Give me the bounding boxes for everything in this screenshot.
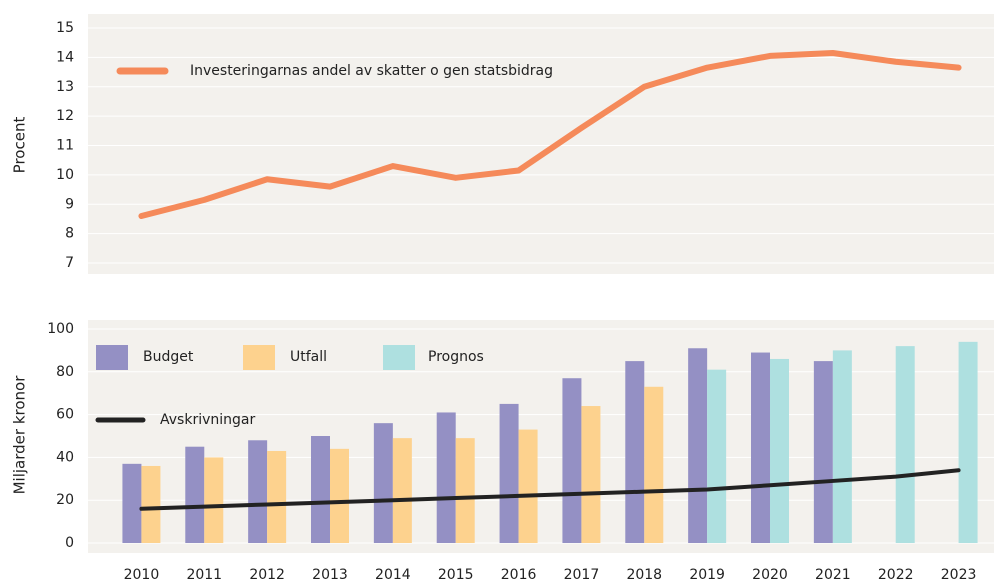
bar bbox=[625, 361, 645, 543]
plot-area bbox=[88, 14, 994, 274]
bar bbox=[644, 386, 664, 543]
bar bbox=[895, 346, 915, 543]
bar bbox=[122, 463, 142, 543]
plot-area bbox=[88, 320, 994, 553]
x-tick-label: 2014 bbox=[375, 567, 411, 583]
x-tick-label: 2022 bbox=[878, 567, 914, 583]
x-tick-label: 2013 bbox=[312, 567, 348, 583]
bar bbox=[141, 465, 161, 543]
bar bbox=[392, 438, 412, 543]
legend-label: Utfall bbox=[290, 349, 327, 365]
x-tick-label: 2020 bbox=[752, 567, 788, 583]
bar bbox=[499, 403, 519, 543]
bar bbox=[185, 446, 205, 543]
y-axis-label: Procent bbox=[11, 117, 29, 174]
bar bbox=[436, 412, 456, 543]
y-tick-label: 40 bbox=[56, 449, 74, 465]
bar bbox=[267, 450, 287, 543]
bar bbox=[248, 440, 268, 543]
x-tick-label: 2011 bbox=[186, 567, 222, 583]
y-tick-label: 15 bbox=[56, 20, 74, 36]
y-tick-label: 80 bbox=[56, 364, 74, 380]
x-tick-label: 2017 bbox=[564, 567, 600, 583]
x-tick-label: 2015 bbox=[438, 567, 474, 583]
bar bbox=[770, 358, 789, 543]
legend-swatch bbox=[243, 345, 275, 370]
x-tick-label: 2019 bbox=[689, 567, 725, 583]
bar bbox=[455, 438, 475, 543]
y-tick-label: 0 bbox=[65, 535, 74, 551]
y-tick-label: 13 bbox=[56, 79, 74, 95]
y-tick-label: 11 bbox=[56, 138, 74, 154]
bar bbox=[751, 352, 770, 543]
bar bbox=[330, 448, 349, 543]
y-axis-label: Miljarder kronor bbox=[11, 375, 29, 495]
y-tick-label: 7 bbox=[65, 255, 74, 271]
line bbox=[139, 468, 961, 511]
y-tick-label: 20 bbox=[56, 492, 74, 508]
x-tick-label: 2010 bbox=[124, 567, 160, 583]
legend-swatch bbox=[383, 345, 415, 370]
legend-label: Avskrivningar bbox=[160, 412, 255, 428]
legend-label: Prognos bbox=[428, 349, 484, 365]
x-tick-label: 2023 bbox=[941, 567, 977, 583]
legend-label: Investeringarnas andel av skatter o gen … bbox=[190, 63, 553, 79]
x-tick-label: 2012 bbox=[249, 567, 285, 583]
bar bbox=[707, 369, 727, 543]
y-tick-label: 12 bbox=[56, 108, 74, 124]
bar bbox=[204, 457, 224, 543]
legend-label: Budget bbox=[143, 349, 194, 365]
legend-swatch bbox=[96, 345, 128, 370]
line bbox=[138, 49, 962, 219]
y-tick-label: 60 bbox=[56, 407, 74, 423]
bar bbox=[562, 378, 582, 543]
y-tick-label: 14 bbox=[56, 49, 74, 65]
bar bbox=[373, 423, 393, 543]
x-tick-label: 2018 bbox=[626, 567, 662, 583]
bar bbox=[311, 436, 330, 543]
y-tick-label: 8 bbox=[65, 226, 74, 242]
bar bbox=[518, 429, 538, 543]
bar bbox=[688, 348, 708, 543]
x-tick-label: 2016 bbox=[501, 567, 537, 583]
bar bbox=[813, 361, 833, 543]
y-tick-label: 10 bbox=[56, 167, 74, 183]
bar bbox=[581, 406, 601, 543]
y-tick-label: 9 bbox=[65, 196, 74, 212]
bar bbox=[958, 341, 978, 543]
bar bbox=[832, 350, 852, 543]
y-tick-label: 100 bbox=[47, 321, 74, 337]
x-tick-label: 2021 bbox=[815, 567, 851, 583]
